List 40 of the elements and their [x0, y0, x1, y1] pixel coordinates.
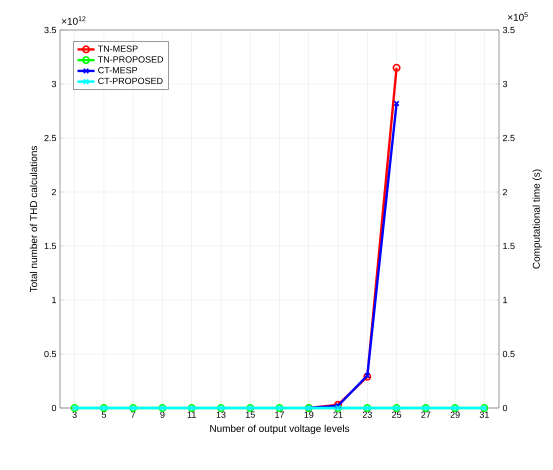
y2-tick-label: 1.5	[503, 242, 515, 250]
y2-tick-label: 1	[503, 296, 508, 304]
x-tick-label: 21	[334, 412, 343, 418]
y-tick-label: 2.5	[44, 134, 56, 142]
x-tick-label: 5	[102, 412, 106, 418]
y2-tick-label: 0.5	[502, 350, 515, 358]
y-tick-label: 3	[52, 80, 56, 88]
x-tick-label: 9	[160, 412, 165, 418]
y2-tick-label: 2.5	[502, 134, 515, 142]
x-tick-label: 11	[188, 412, 196, 418]
x-tick-label: 17	[275, 412, 284, 418]
x-tick-label: 29	[450, 412, 460, 418]
y2-tick-label: 2	[502, 188, 508, 196]
y-tick-label: 2	[52, 188, 56, 196]
legend-label: TN-PROPOSED	[98, 56, 164, 63]
y2-axis-title: Computational time (s)	[532, 170, 542, 269]
y-tick-label: 0.5	[44, 350, 56, 358]
x-tick-label: 13	[216, 412, 226, 418]
x-tick-label: 31	[480, 412, 489, 418]
text: ×10$^{12}$	[62, 16, 86, 25]
text: ×10$^{5}$	[508, 12, 528, 21]
y2-tick-label: 3	[502, 80, 508, 88]
x-tick-label: 25	[392, 412, 402, 418]
x-axis-title: Number of output voltage levels	[210, 424, 350, 434]
legend-label: CT-MESP	[98, 67, 138, 74]
y-axis-title: Total number of THD calculations	[30, 146, 38, 292]
x-tick-label: 27	[421, 412, 430, 418]
y-tick-label: 1	[52, 296, 56, 304]
x-tick-label: 15	[246, 412, 255, 418]
y2-tick-label: 3.5	[502, 26, 515, 34]
x-tick-label: 3	[72, 412, 77, 418]
legend-label: TN-MESP	[98, 46, 138, 52]
x-tick-label: 7	[131, 412, 136, 418]
y2-tick-label: 0	[502, 404, 508, 412]
y-tick-label: 0	[52, 404, 56, 412]
x-tick-label: 23	[362, 412, 372, 418]
legend-label: CT-PROPOSED	[98, 78, 163, 84]
y-tick-label: 1.5	[44, 242, 56, 250]
y-tick-label: 3.5	[44, 26, 56, 34]
x-tick-label: 19	[304, 412, 314, 418]
